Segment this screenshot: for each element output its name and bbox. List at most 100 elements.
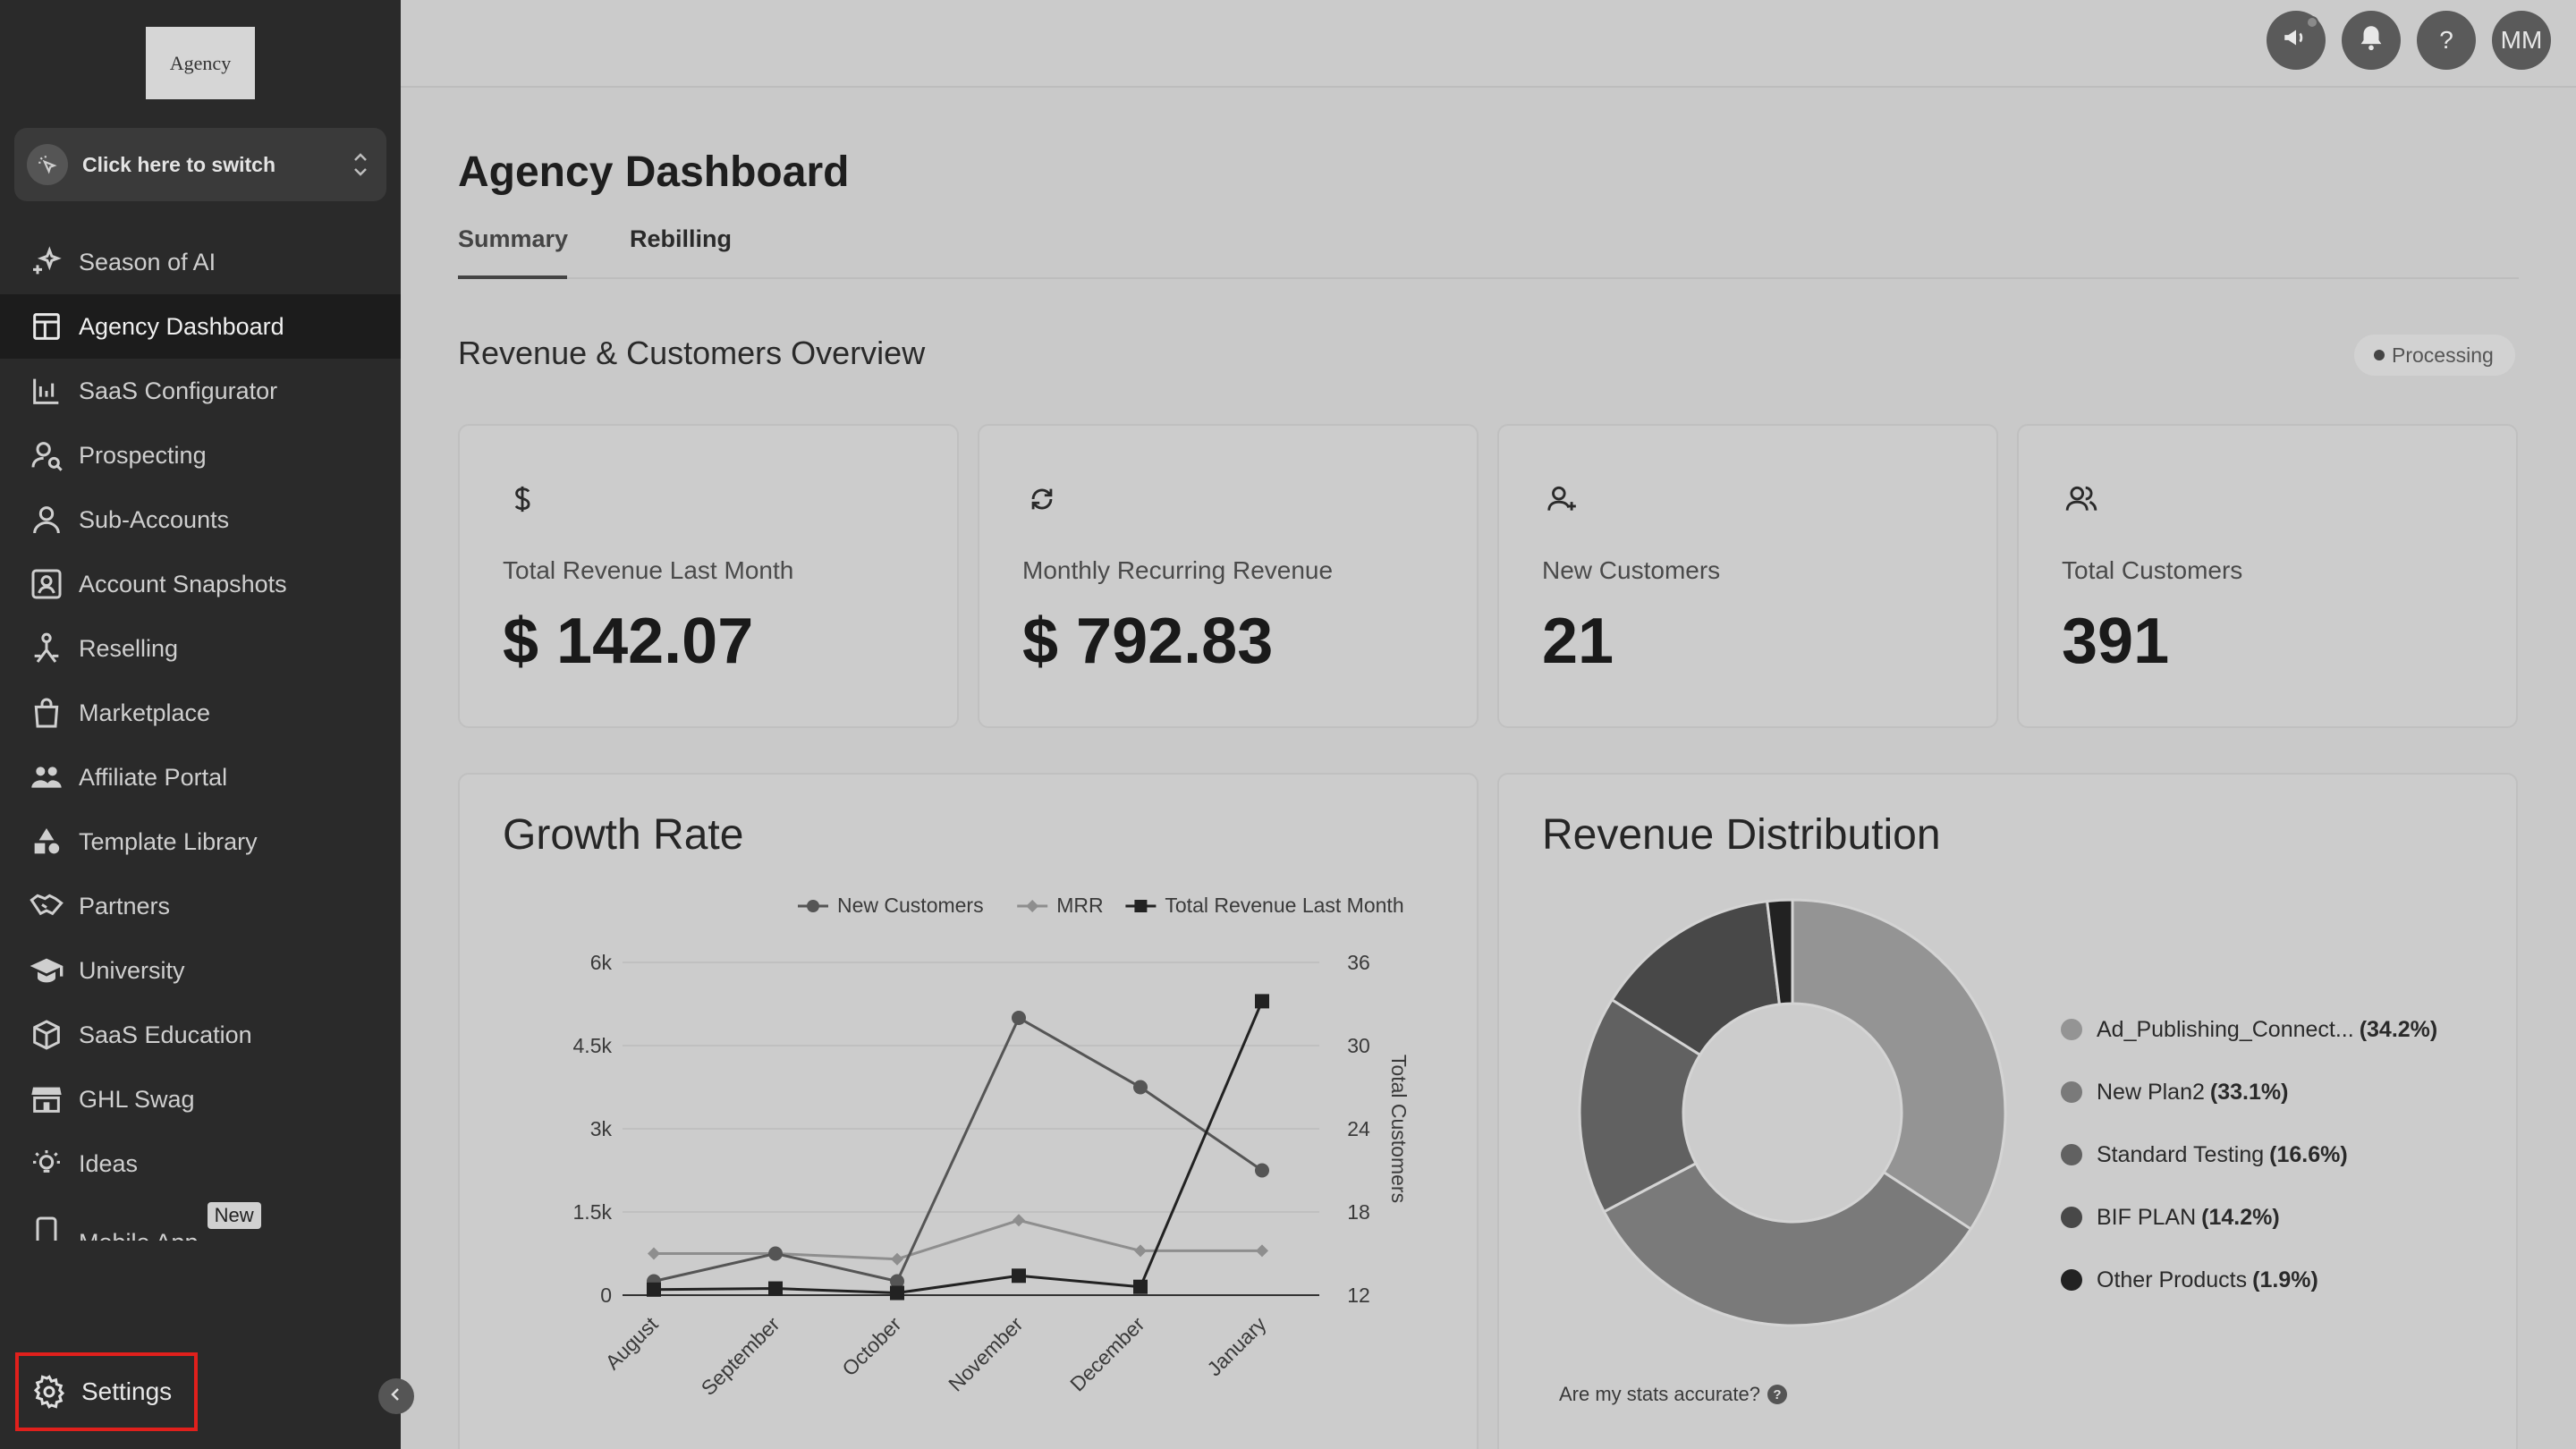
data-point — [1026, 900, 1039, 912]
phone-icon — [29, 1214, 64, 1241]
help-icon: ? — [1767, 1385, 1787, 1404]
settings-label: Settings — [81, 1377, 173, 1405]
gear-icon — [31, 1374, 67, 1410]
sidebar-item-label: Sub-Accounts — [79, 505, 230, 533]
legend-item[interactable]: Other Products (1.9%) — [2061, 1249, 2437, 1311]
sidebar-item-label: Season of AI — [79, 248, 216, 275]
stat-label: New Customers — [1542, 556, 1721, 584]
group-icon — [29, 759, 64, 795]
sidebar-item-ideas[interactable]: Ideas — [0, 1131, 401, 1196]
legend-item[interactable]: New Plan2 (33.1%) — [2061, 1061, 2437, 1123]
dashboard-icon — [29, 309, 64, 344]
x-tick-label: November — [944, 1312, 1028, 1396]
sidebar-item-account-snapshots[interactable]: Account Snapshots — [0, 552, 401, 616]
x-tick-label: August — [601, 1312, 663, 1374]
legend-percent: (33.1%) — [2209, 1079, 2289, 1105]
stat-card-total-customers: Total Customers 391 — [2017, 424, 2518, 728]
data-point — [891, 1252, 903, 1266]
stat-value: $ 142.07 — [503, 606, 754, 677]
collapse-sidebar-button[interactable] — [378, 1378, 414, 1414]
sidebar-item-affiliate-portal[interactable]: Affiliate Portal — [0, 745, 401, 809]
reselling-icon — [29, 631, 64, 666]
series-line — [653, 1015, 1263, 1284]
agency-logo[interactable]: Agency — [146, 27, 255, 99]
sidebar-item-ghl-swag[interactable]: GHL Swag — [0, 1067, 401, 1131]
sidebar-item-saas-configurator[interactable]: SaaS Configurator — [0, 359, 401, 423]
sidebar-item-marketplace[interactable]: Marketplace — [0, 681, 401, 745]
stat-label: Total Customers — [2062, 556, 2243, 584]
data-point — [768, 1246, 783, 1261]
data-point — [1012, 1268, 1026, 1284]
donut-slice — [1791, 898, 2007, 1232]
user-avatar[interactable]: MM — [2492, 11, 2551, 70]
data-point — [1255, 1163, 1269, 1178]
sidebar-item-settings[interactable]: Settings — [15, 1352, 198, 1431]
data-point — [647, 1282, 661, 1297]
tab-summary[interactable]: Summary — [458, 222, 568, 279]
stat-label: Total Revenue Last Month — [503, 556, 794, 584]
bag-icon — [29, 695, 64, 731]
legend-percent: (34.2%) — [2359, 1016, 2438, 1042]
help-button[interactable]: ? — [2417, 11, 2476, 70]
sidebar-item-reselling[interactable]: Reselling — [0, 616, 401, 681]
sidebar-item-saas-education[interactable]: SaaS Education — [0, 1003, 401, 1067]
sidebar-item-agency-dashboard[interactable]: Agency Dashboard — [0, 294, 401, 359]
legend-item[interactable]: Standard Testing (16.6%) — [2061, 1123, 2437, 1186]
tab-label: Rebilling — [630, 225, 732, 252]
graduation-cap-icon — [29, 953, 64, 988]
legend-item: New Customers — [798, 894, 984, 917]
top-bar: ? MM — [401, 0, 2576, 88]
sidebar-item-prospecting[interactable]: Prospecting — [0, 423, 401, 487]
stat-card-new-customers: New Customers 21 — [1497, 424, 1998, 728]
donut-slice — [1602, 1161, 1973, 1327]
stat-value: $ 792.83 — [1022, 606, 1274, 677]
data-point — [890, 1285, 904, 1301]
help-icon: ? — [2439, 26, 2453, 54]
legend-dot — [2061, 1144, 2082, 1165]
sidebar-item-mobile-app[interactable]: Mobile App New — [0, 1196, 401, 1241]
stat-label: Monthly Recurring Revenue — [1022, 556, 1334, 584]
legend-item[interactable]: BIF PLAN (14.2%) — [2061, 1186, 2437, 1249]
stat-card-total-revenue: Total Revenue Last Month $ 142.07 — [458, 424, 959, 728]
sidebar-item-label: Mobile App — [79, 1229, 199, 1241]
legend-label: Other Products — [2097, 1267, 2248, 1292]
legend-item: MRR — [1017, 894, 1104, 917]
tab-rebilling[interactable]: Rebilling — [630, 222, 732, 279]
sidebar-item-label: University — [79, 956, 185, 984]
sidebar-item-sub-accounts[interactable]: Sub-Accounts — [0, 487, 401, 552]
sidebar-item-label: SaaS Education — [79, 1021, 252, 1048]
series-total-revenue-last-month — [647, 994, 1269, 1301]
series-line — [654, 1218, 1262, 1261]
data-point — [890, 1274, 904, 1289]
announcements-button[interactable] — [2267, 11, 2326, 70]
sidebar-item-label: Template Library — [79, 827, 258, 855]
sidebar-item-partners[interactable]: Partners — [0, 874, 401, 938]
sidebar-item-season-of-ai[interactable]: Season of AI — [0, 230, 401, 294]
new-badge: New — [207, 1202, 261, 1229]
series-line — [653, 1000, 1264, 1295]
data-point — [1256, 1244, 1268, 1258]
status-text: Processing — [2392, 343, 2494, 367]
chart-bars-icon — [29, 373, 64, 409]
data-point — [648, 1247, 660, 1260]
sidebar-nav: Season of AI Agency Dashboard SaaS Confi… — [0, 230, 401, 1241]
legend-item[interactable]: Ad_Publishing_Connect... (34.2%) — [2061, 998, 2437, 1061]
section-title: Revenue & Customers Overview — [458, 335, 926, 371]
sidebar-item-template-library[interactable]: Template Library — [0, 809, 401, 874]
legend-label: Total Revenue Last Month — [1165, 894, 1403, 917]
account-switcher[interactable]: Click here to switch — [14, 128, 386, 201]
legend-dot — [2061, 1207, 2082, 1228]
y2-tick-label: 36 — [1347, 951, 1370, 974]
avatar-initials: MM — [2500, 26, 2543, 54]
legend-dot — [2061, 1269, 2082, 1291]
data-point — [807, 900, 819, 912]
tab-bar: Summary Rebilling — [458, 222, 2519, 279]
y-tick-label: 0 — [600, 1284, 612, 1307]
data-point — [1255, 994, 1269, 1009]
sidebar-item-university[interactable]: University — [0, 938, 401, 1003]
stats-accuracy-link[interactable]: Are my stats accurate?? — [1559, 1383, 1787, 1406]
stat-card-mrr: Monthly Recurring Revenue $ 792.83 — [978, 424, 1479, 728]
legend-label: BIF PLAN — [2097, 1204, 2197, 1230]
status-badge: Processing — [2354, 335, 2515, 376]
notifications-button[interactable] — [2342, 11, 2401, 70]
